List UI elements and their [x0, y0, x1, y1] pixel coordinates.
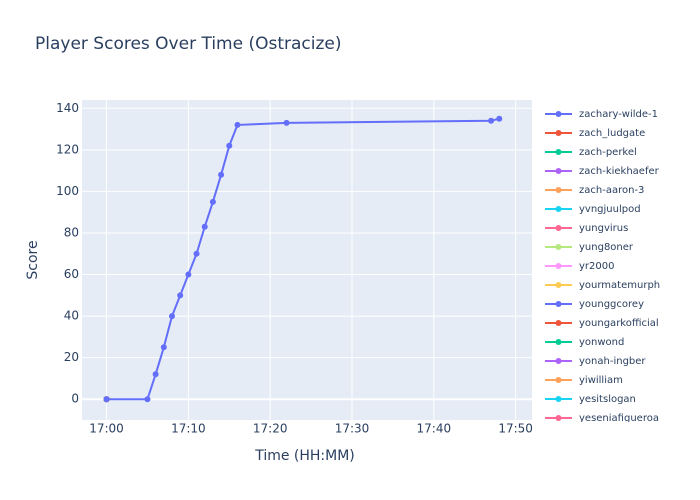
y-tick-label: 20 — [64, 350, 79, 364]
data-point — [201, 223, 208, 230]
legend-item[interactable]: yeseniafigueroa — [545, 413, 659, 424]
legend-item[interactable]: yourmatemurph — [545, 280, 660, 291]
data-point — [218, 171, 225, 178]
legend-marker — [555, 187, 562, 193]
legend-marker — [555, 130, 562, 136]
chart-title: Player Scores Over Time (Ostracize) — [35, 34, 342, 54]
y-tick-label: 0 — [71, 392, 79, 406]
legend-label: yonah-ingber — [579, 356, 646, 367]
legend-marker — [555, 263, 562, 269]
legend-label: zachary-wilde-1 — [579, 109, 658, 120]
x-tick-label: 17:00 — [89, 422, 124, 436]
legend-label: yungvirus — [579, 223, 628, 234]
legend-marker — [555, 168, 562, 174]
plot-area — [82, 100, 532, 420]
legend-marker — [555, 149, 562, 155]
y-tick-label: 120 — [56, 142, 79, 156]
x-tick-label: 17:40 — [417, 422, 452, 436]
data-point — [226, 142, 233, 149]
legend-marker — [555, 244, 562, 250]
legend-label: yvngjuulpod — [579, 204, 641, 215]
legend-label: yiwilliam — [579, 375, 623, 386]
legend-label: yourmatemurph — [579, 280, 660, 291]
legend-marker — [555, 358, 562, 364]
legend-item[interactable]: zach_ludgate — [545, 128, 645, 139]
legend-marker — [555, 320, 562, 326]
legend-item[interactable]: yung8oner — [545, 242, 634, 253]
legend-item[interactable]: yiwilliam — [545, 375, 623, 386]
legend-marker — [555, 301, 562, 307]
data-point — [185, 271, 192, 278]
data-point — [152, 371, 159, 378]
legend-label: youngarkofficial — [579, 318, 659, 329]
y-tick-label: 100 — [56, 184, 79, 198]
legend-label: younggcorey — [579, 299, 644, 310]
legend-marker — [555, 206, 562, 212]
legend-marker — [555, 282, 562, 288]
y-axis-label: Score — [25, 240, 41, 279]
x-axis-label: Time (HH:MM) — [254, 448, 355, 464]
data-point — [144, 396, 151, 403]
data-point — [283, 119, 290, 126]
data-point — [496, 115, 503, 122]
legend-label: yeseniafigueroa — [579, 413, 659, 424]
legend-marker — [555, 377, 562, 383]
legend-label: yesitslogan — [579, 394, 636, 405]
x-tick-label: 17:10 — [171, 422, 206, 436]
legend-item[interactable]: yr2000 — [545, 261, 614, 272]
data-point — [160, 344, 167, 351]
legend-item[interactable]: zach-aaron-3 — [545, 185, 644, 196]
legend-item[interactable]: zach-kiekhaefer — [545, 166, 660, 177]
legend-item[interactable]: yonwond — [545, 337, 624, 348]
legend-marker — [555, 415, 562, 421]
data-point — [193, 250, 200, 257]
y-tick-label: 40 — [64, 309, 79, 323]
plot — [103, 115, 503, 403]
legend-item[interactable]: yonah-ingber — [545, 356, 646, 367]
legend-label: yr2000 — [579, 261, 614, 272]
data-point — [103, 396, 110, 403]
legend-item[interactable]: yvngjuulpod — [545, 204, 641, 215]
legend-label: zach-perkel — [579, 147, 637, 158]
series-line — [106, 117, 500, 401]
legend-label: yonwond — [579, 337, 624, 348]
x-tick-label: 17:50 — [498, 422, 533, 436]
data-point — [177, 292, 184, 299]
legend-label: zach-kiekhaefer — [579, 166, 660, 177]
data-point — [488, 117, 495, 124]
data-point — [169, 313, 175, 320]
data-point — [209, 198, 216, 205]
y-tick-label: 140 — [56, 101, 79, 115]
legend-item[interactable]: youngarkofficial — [545, 318, 659, 329]
legend-marker — [555, 111, 562, 117]
x-tick-label: 17:30 — [335, 422, 370, 436]
legend-marker — [555, 225, 562, 231]
legend-label: zach_ludgate — [579, 128, 645, 139]
legend-label: yung8oner — [579, 242, 634, 253]
legend-label: zach-aaron-3 — [579, 185, 644, 196]
data-point — [234, 121, 241, 128]
legend-marker — [555, 339, 562, 345]
grid: 0 20 40 60 80 100 120 140 17:00 17:10 17:20 17:30 17… — [56, 100, 533, 436]
y-tick-label: 80 — [64, 225, 79, 239]
legend-item[interactable]: zachary-wilde-1 — [545, 109, 658, 120]
x-tick-label: 17:20 — [253, 422, 288, 436]
legend-item[interactable]: yesitslogan — [545, 394, 636, 405]
legend-item[interactable]: zach-perkel — [545, 147, 637, 158]
legend: zachary-wilde-1 zach_ludgate zach-perkel za… — [545, 109, 660, 424]
legend-item[interactable]: younggcorey — [545, 299, 644, 310]
y-tick-label: 60 — [64, 267, 79, 281]
legend-item[interactable]: yungvirus — [545, 223, 628, 234]
legend-marker — [555, 396, 562, 402]
